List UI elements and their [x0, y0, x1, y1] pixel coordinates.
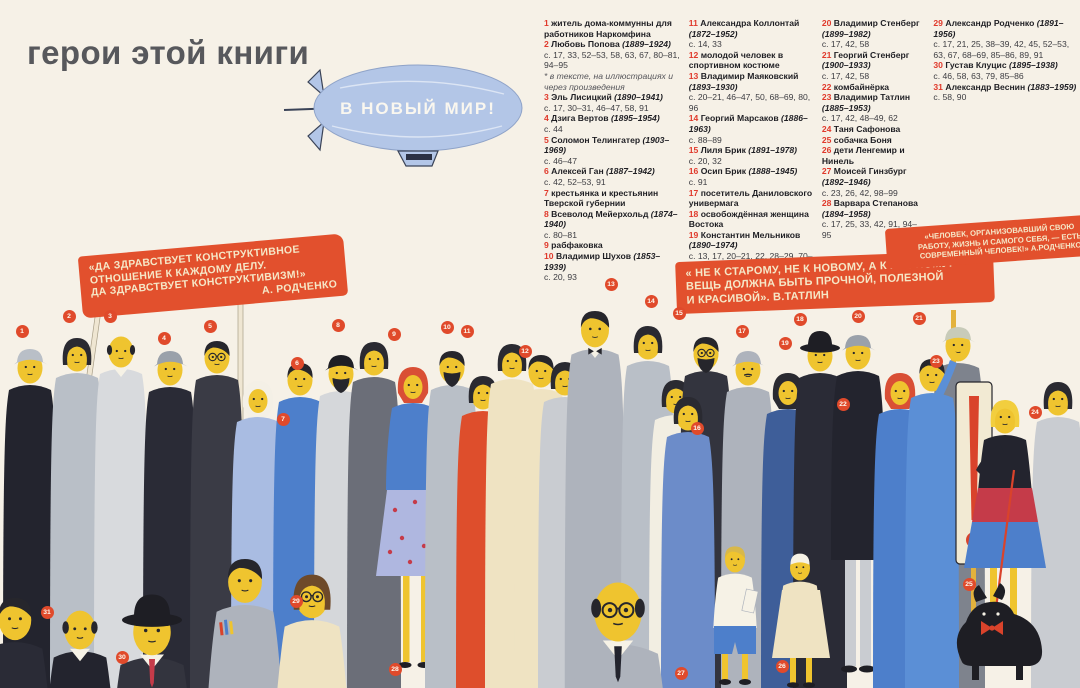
legend: 1 житель дома-коммунны для работников На…	[544, 18, 1078, 283]
legend-entry: 14 Георгий Марсаков (1886–1963) с. 88–89	[688, 113, 808, 145]
legend-entry: 1 житель дома-коммунны для работников На…	[544, 18, 672, 39]
legend-entry: 3 Эль Лисицкий (1890–1941) с. 17, 30–31, …	[544, 92, 663, 113]
legend-entry: 16 Осип Брик (1888–1945) с. 91	[688, 166, 798, 187]
legend-entry: 13 Владимир Маяковский (1893–1930) с. 20–…	[688, 70, 811, 113]
legend-entry: 17 посетитель Даниловского универмага	[688, 187, 813, 209]
legend-entry: 5 Соломон Телингатер (1903–1969) с. 46–47	[544, 134, 670, 166]
legend-entry: 26 дети Ленгемир и Нинель	[821, 145, 905, 166]
legend-entry: 27 Моисей Гинзбург (1892–1946) с. 23, 26,…	[821, 166, 907, 198]
legend-entry: 22 комбайнёрка	[821, 81, 890, 92]
legend-entry: 25 собачка Боня	[821, 134, 892, 145]
legend-entry: 24 Таня Сафонова	[821, 123, 901, 134]
legend-entry: 18 освобождённая женщина Востока	[688, 208, 809, 230]
legend-entry: 10 Владимир Шухов (1853–1939) с. 20, 93	[544, 251, 661, 283]
blimp-illustration: В НОВЫЙ МИР!	[283, 64, 523, 167]
legend-entry: 12 молодой человек в спортивном костюме	[688, 49, 784, 71]
legend-column: 20 Владимир Стенберг (1899–1982) с. 17, 4…	[822, 18, 926, 283]
legend-entry: 2 Любовь Попова (1889–1924) с. 17, 33, 52…	[544, 39, 680, 92]
legend-entry: 4 Дзига Вертов (1895–1954) с. 44	[544, 113, 660, 134]
legend-entry: 28 Варвара Степанова (1894–1958) с. 17, 2…	[821, 198, 918, 240]
legend-entry: 29 Александр Родченко (1891–1956) с. 17, …	[933, 18, 1070, 60]
legend-entry: 30 Густав Клуцис (1895–1938) с. 46, 58, 6…	[933, 60, 1058, 81]
legend-entry: 31 Александр Веснин (1883–1959) с. 58, 90	[933, 81, 1077, 103]
blimp-text: В НОВЫЙ МИР!	[340, 99, 496, 118]
legend-column: 1 житель дома-коммунны для работников На…	[544, 18, 681, 283]
legend-entry: 11 Александра Коллонтай (1872–1952) с. 14…	[688, 18, 800, 50]
page-title: герои этой книги	[27, 34, 310, 72]
legend-column: 11 Александра Коллонтай (1872–1952) с. 14…	[689, 18, 814, 283]
legend-entry: 21 Георгий Стенберг (1900–1933) с. 17, 42…	[821, 49, 910, 81]
legend-entry: 23 Владимир Татлин (1885–1953) с. 17, 42,…	[821, 92, 911, 124]
legend-entry: 7 крестьянка и крестьянин Тверской губер…	[544, 187, 659, 209]
crowd-illustration	[0, 295, 1080, 688]
legend-entry: 9 рабфаковка	[544, 240, 603, 251]
legend-entry: 20 Владимир Стенберг (1899–1982) с. 17, 4…	[821, 18, 920, 50]
legend-entry: 6 Алексей Ган (1887–1942) с. 42, 52–53, 9…	[544, 166, 655, 187]
legend-entry: 8 Всеволод Мейерхольд (1874–1940) с. 80–8…	[544, 208, 678, 240]
legend-column: 29 Александр Родченко (1891–1956) с. 17, …	[933, 18, 1078, 283]
legend-entry: 15 Лиля Брик (1891–1978) с. 20, 32	[688, 145, 798, 166]
